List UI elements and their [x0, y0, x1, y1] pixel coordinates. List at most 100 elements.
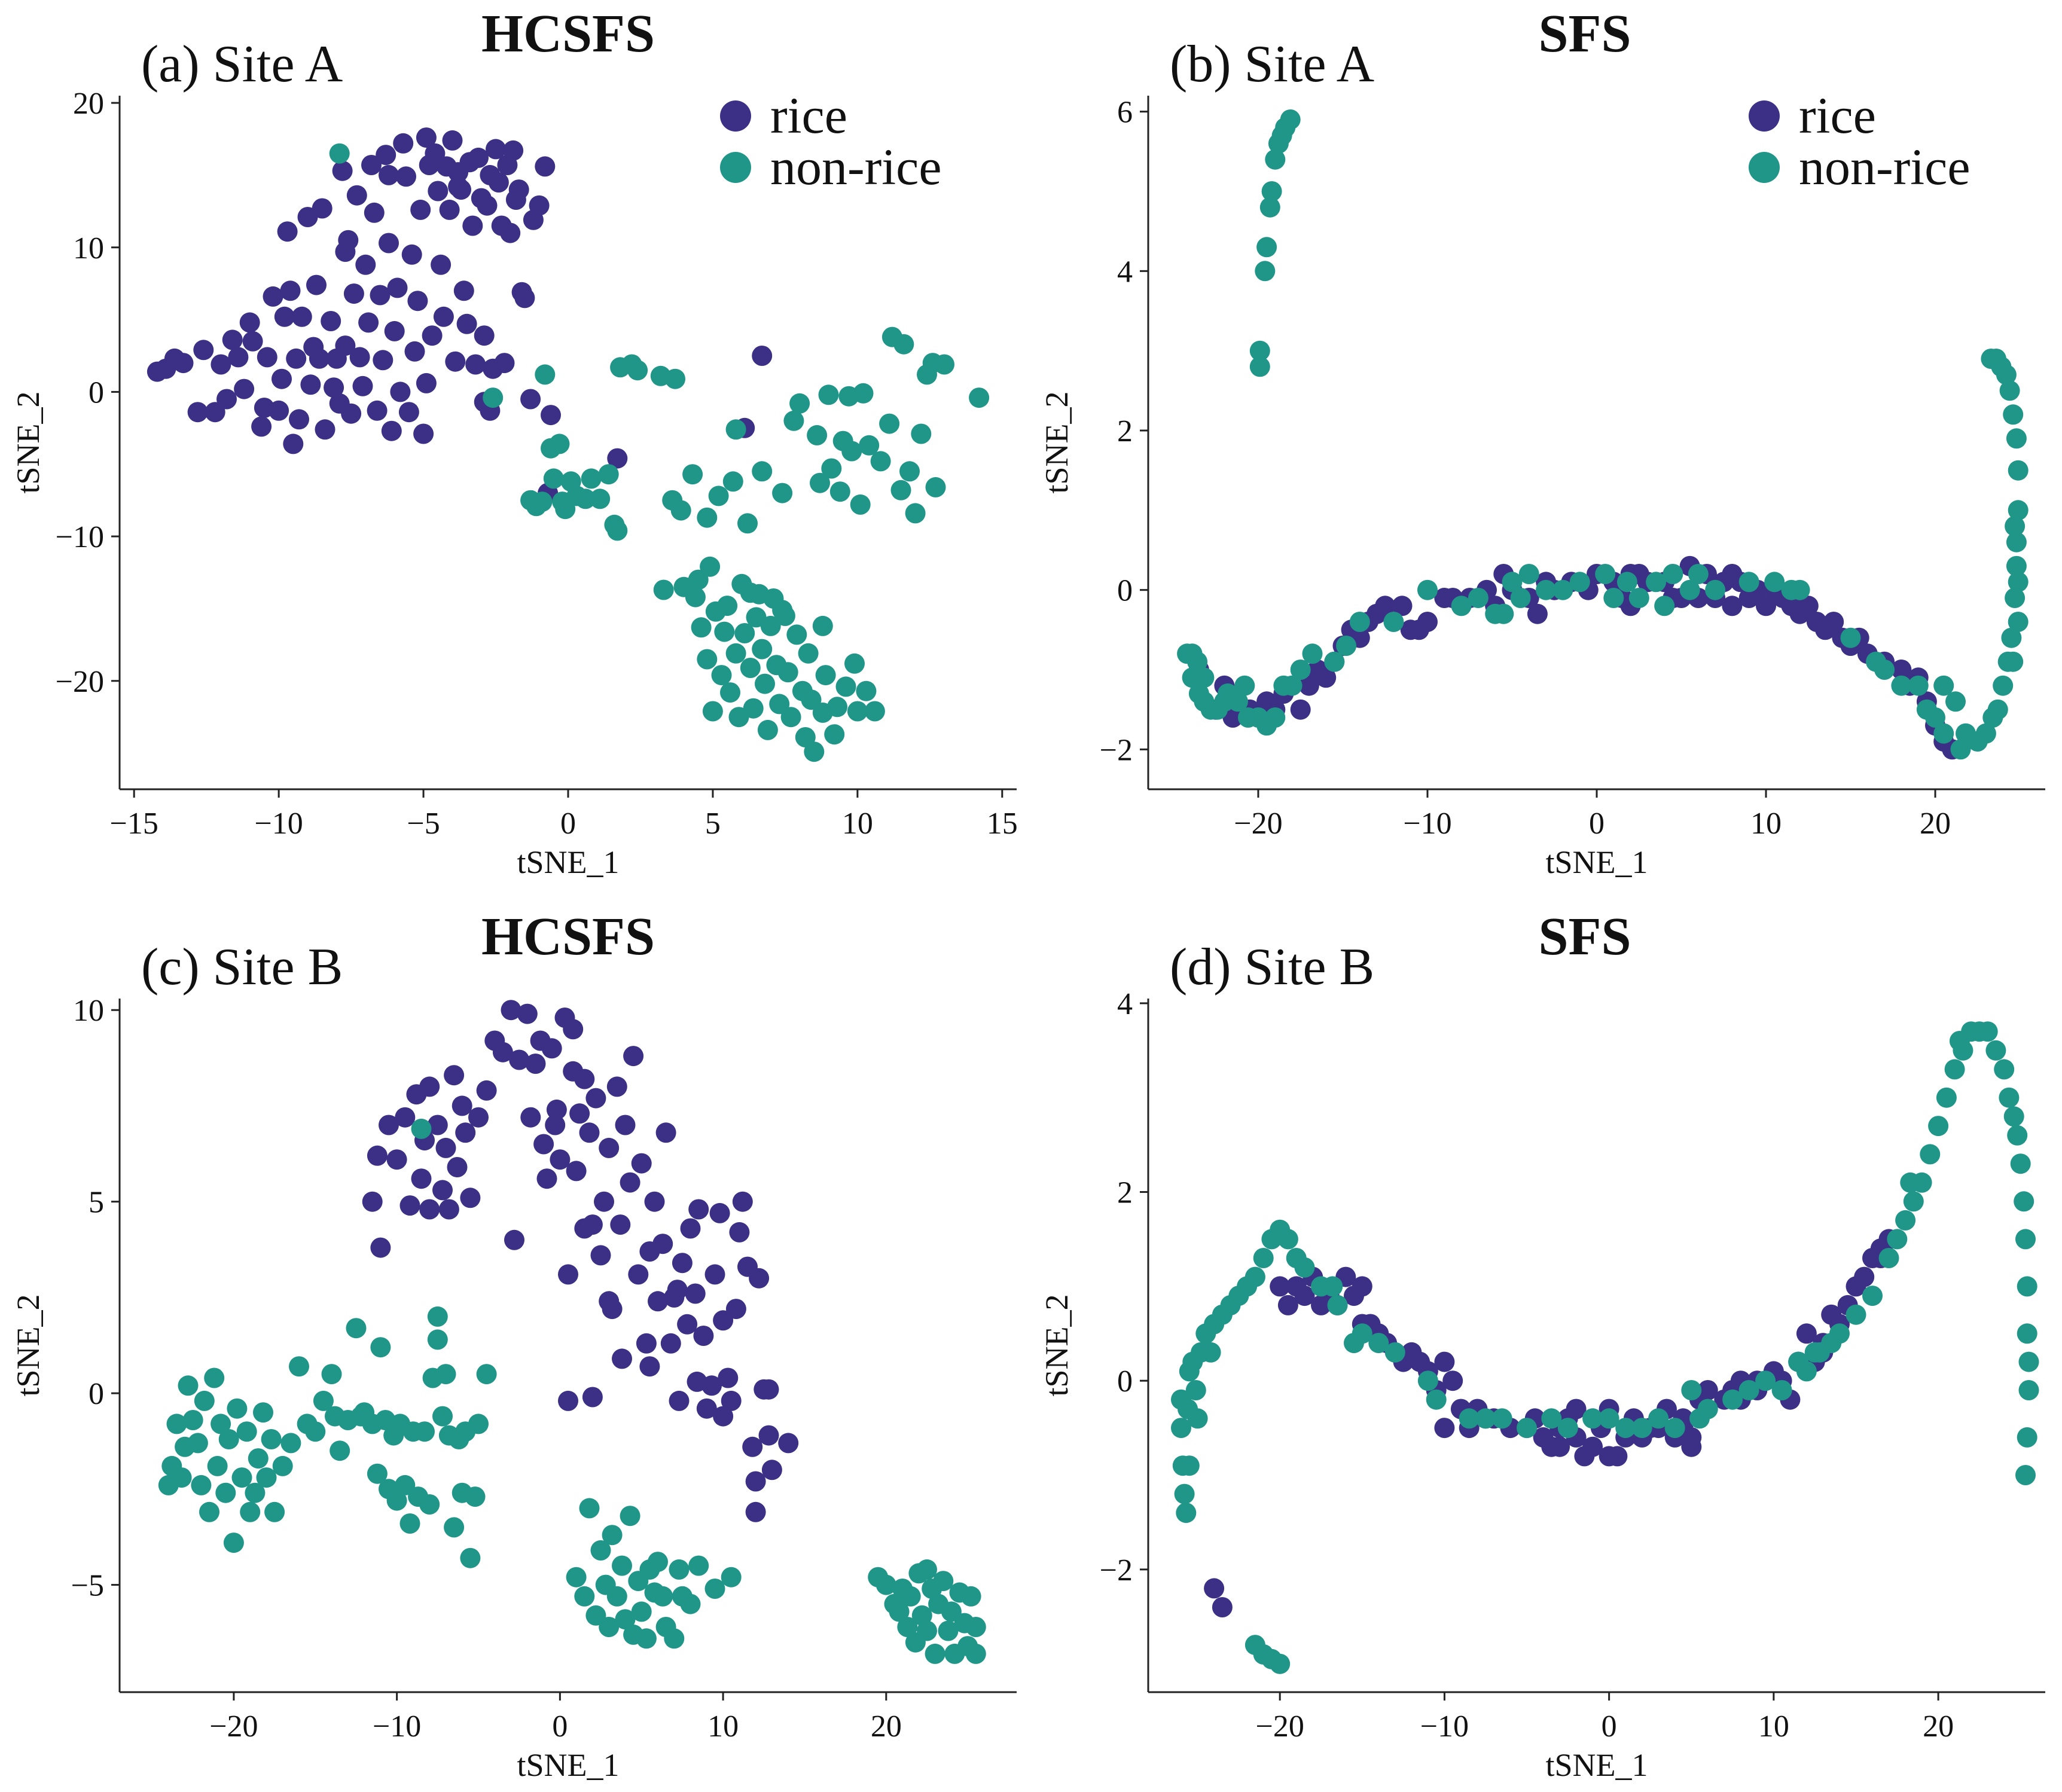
panel-c-point-rice [438, 1199, 459, 1220]
panel-a-point-non-rice [789, 393, 810, 414]
panel-d-point-non-rice [1171, 1418, 1191, 1439]
panel-d-point-non-rice [2018, 1380, 2039, 1400]
panel-a-point-rice [205, 402, 225, 423]
panel-d-point-rice [1582, 1436, 1603, 1457]
panel-b-point-non-rice [1249, 340, 1270, 361]
panel-b-point-non-rice [2008, 612, 2029, 632]
panel-b-point-non-rice [1256, 237, 1277, 258]
panel-c-point-non-rice [289, 1356, 309, 1377]
panel-d-point-non-rice [1900, 1172, 1921, 1193]
panel-c-point-non-rice [427, 1306, 448, 1327]
panel-a-point-non-rice [697, 507, 718, 528]
panel-a-legend-marker-non-rice [720, 152, 751, 183]
panel-c-point-rice [558, 1264, 578, 1285]
panel-a-point-rice [352, 376, 373, 396]
panel-a-point-rice [355, 254, 376, 275]
panel-d-point-rice [1854, 1266, 1875, 1287]
panel-b-point-non-rice [2006, 555, 2027, 576]
panel-b-point-non-rice [1468, 588, 1488, 608]
panel-c-y-tick-label: 0 [89, 1377, 104, 1411]
panel-c-point-rice [623, 1046, 644, 1067]
panel-b-y-tick-label: 0 [1117, 574, 1133, 608]
panel-a-point-rice [535, 156, 556, 177]
panel-c-point-non-rice [925, 1643, 945, 1664]
panel-c-point-non-rice [236, 1421, 257, 1442]
panel-d-point-rice [1270, 1276, 1291, 1297]
panel-d-title: SFS [1538, 907, 1631, 966]
panel-c-point-non-rice [965, 1643, 986, 1664]
panel-d-point-non-rice [1541, 1408, 1562, 1429]
panel-d-point-rice [1212, 1597, 1233, 1617]
panel-c-point-non-rice [218, 1429, 239, 1449]
panel-a-point-rice [343, 283, 364, 304]
panel-a-point-rice [315, 419, 335, 440]
panel-a-point-rice [335, 242, 356, 262]
panel-c-point-rice [558, 1390, 578, 1411]
panel-c-point-rice [680, 1218, 701, 1239]
panel-c-x-axis-label: tSNE_1 [517, 1747, 619, 1783]
panel-c-point-non-rice [419, 1494, 440, 1515]
panel-a-point-rice [428, 181, 449, 202]
panel-c-point-rice [615, 1115, 636, 1135]
panel-d-point-non-rice [1903, 1191, 1924, 1212]
panel-c-point-non-rice [476, 1364, 497, 1385]
panel-a-point-rice [251, 416, 272, 437]
panel-c-x-tick-label: 20 [871, 1709, 902, 1744]
panel-b-point-non-rice [1993, 675, 2014, 696]
panel-c-point-non-rice [631, 1601, 652, 1622]
panel-a-point-non-rice [859, 435, 880, 456]
panel-a-point-rice [425, 143, 446, 164]
panel-a-point-non-rice [702, 701, 723, 722]
panel-a-point-non-rice [532, 491, 553, 512]
panel-a-point-rice [387, 277, 408, 298]
panel-a-point-non-rice [549, 434, 570, 454]
panel-a-point-non-rice [890, 480, 911, 500]
panel-c-point-rice [644, 1191, 665, 1212]
panel-c-point-non-rice [280, 1433, 301, 1454]
panel-c-point-rice [444, 1065, 465, 1086]
panel-c-point-non-rice [191, 1474, 212, 1495]
panel-d: (d) Site B SFS −20 −10 0 10 20−2024tSNE_1tSN… [1039, 907, 2045, 1783]
panel-d-y-tick-label: 0 [1117, 1364, 1133, 1399]
panel-a-point-rice [416, 373, 437, 393]
panel-b: (b) Site A SFS −20 −10 0 10 20−20246tSNE_1tS… [1039, 4, 2045, 880]
panel-c-point-rice [517, 1003, 538, 1024]
panel-c-point-rice [687, 1371, 707, 1392]
panel-b-x-tick-label: −20 [1234, 807, 1282, 841]
panel-a-point-rice [376, 145, 396, 166]
panel-b-point-non-rice [1981, 349, 2002, 369]
panel-d-y-tick-label: 2 [1117, 1176, 1133, 1210]
panel-d-point-non-rice [1755, 1370, 1776, 1391]
panel-a-point-non-rice [772, 483, 793, 503]
panel-c-point-non-rice [704, 1579, 725, 1599]
panel-a-point-rice [494, 353, 515, 374]
panel-c-point-non-rice [264, 1501, 285, 1522]
panel-b-point-non-rice [1840, 627, 1861, 648]
panel-d-point-non-rice [1878, 1248, 1899, 1268]
panel-d-point-rice [1599, 1446, 1619, 1467]
panel-a-point-rice [364, 202, 385, 223]
panel-a-point-non-rice [969, 387, 990, 408]
panel-c-point-rice [550, 1149, 571, 1170]
panel-b-y-tick-label: 6 [1117, 96, 1133, 130]
panel-c-point-non-rice [636, 1628, 657, 1649]
panel-a-point-rice [312, 198, 333, 219]
panel-c-point-non-rice [211, 1414, 231, 1434]
panel-a-point-rice [300, 374, 321, 395]
panel-a-legend-label-rice: rice [770, 87, 847, 144]
panel-c-point-non-rice [256, 1467, 277, 1488]
panel-d-point-non-rice [2015, 1229, 2036, 1250]
panel-a-point-rice [416, 127, 437, 148]
panel-c-point-non-rice [965, 1617, 986, 1637]
panel-b-point-rice [1298, 675, 1319, 696]
panel-c-point-non-rice [207, 1455, 228, 1476]
panel-d-point-non-rice [1277, 1229, 1298, 1250]
panel-a-point-non-rice [670, 500, 691, 521]
panel-a-point-non-rice [737, 513, 758, 534]
panel-b-point-non-rice [2003, 651, 2024, 672]
panel-c-point-non-rice [460, 1547, 481, 1568]
panel-c-y-tick-label: 5 [89, 1186, 104, 1220]
panel-a-point-non-rice [870, 451, 891, 472]
panel-a-point-non-rice [821, 458, 842, 479]
panel-b-point-rice [1823, 612, 1844, 632]
